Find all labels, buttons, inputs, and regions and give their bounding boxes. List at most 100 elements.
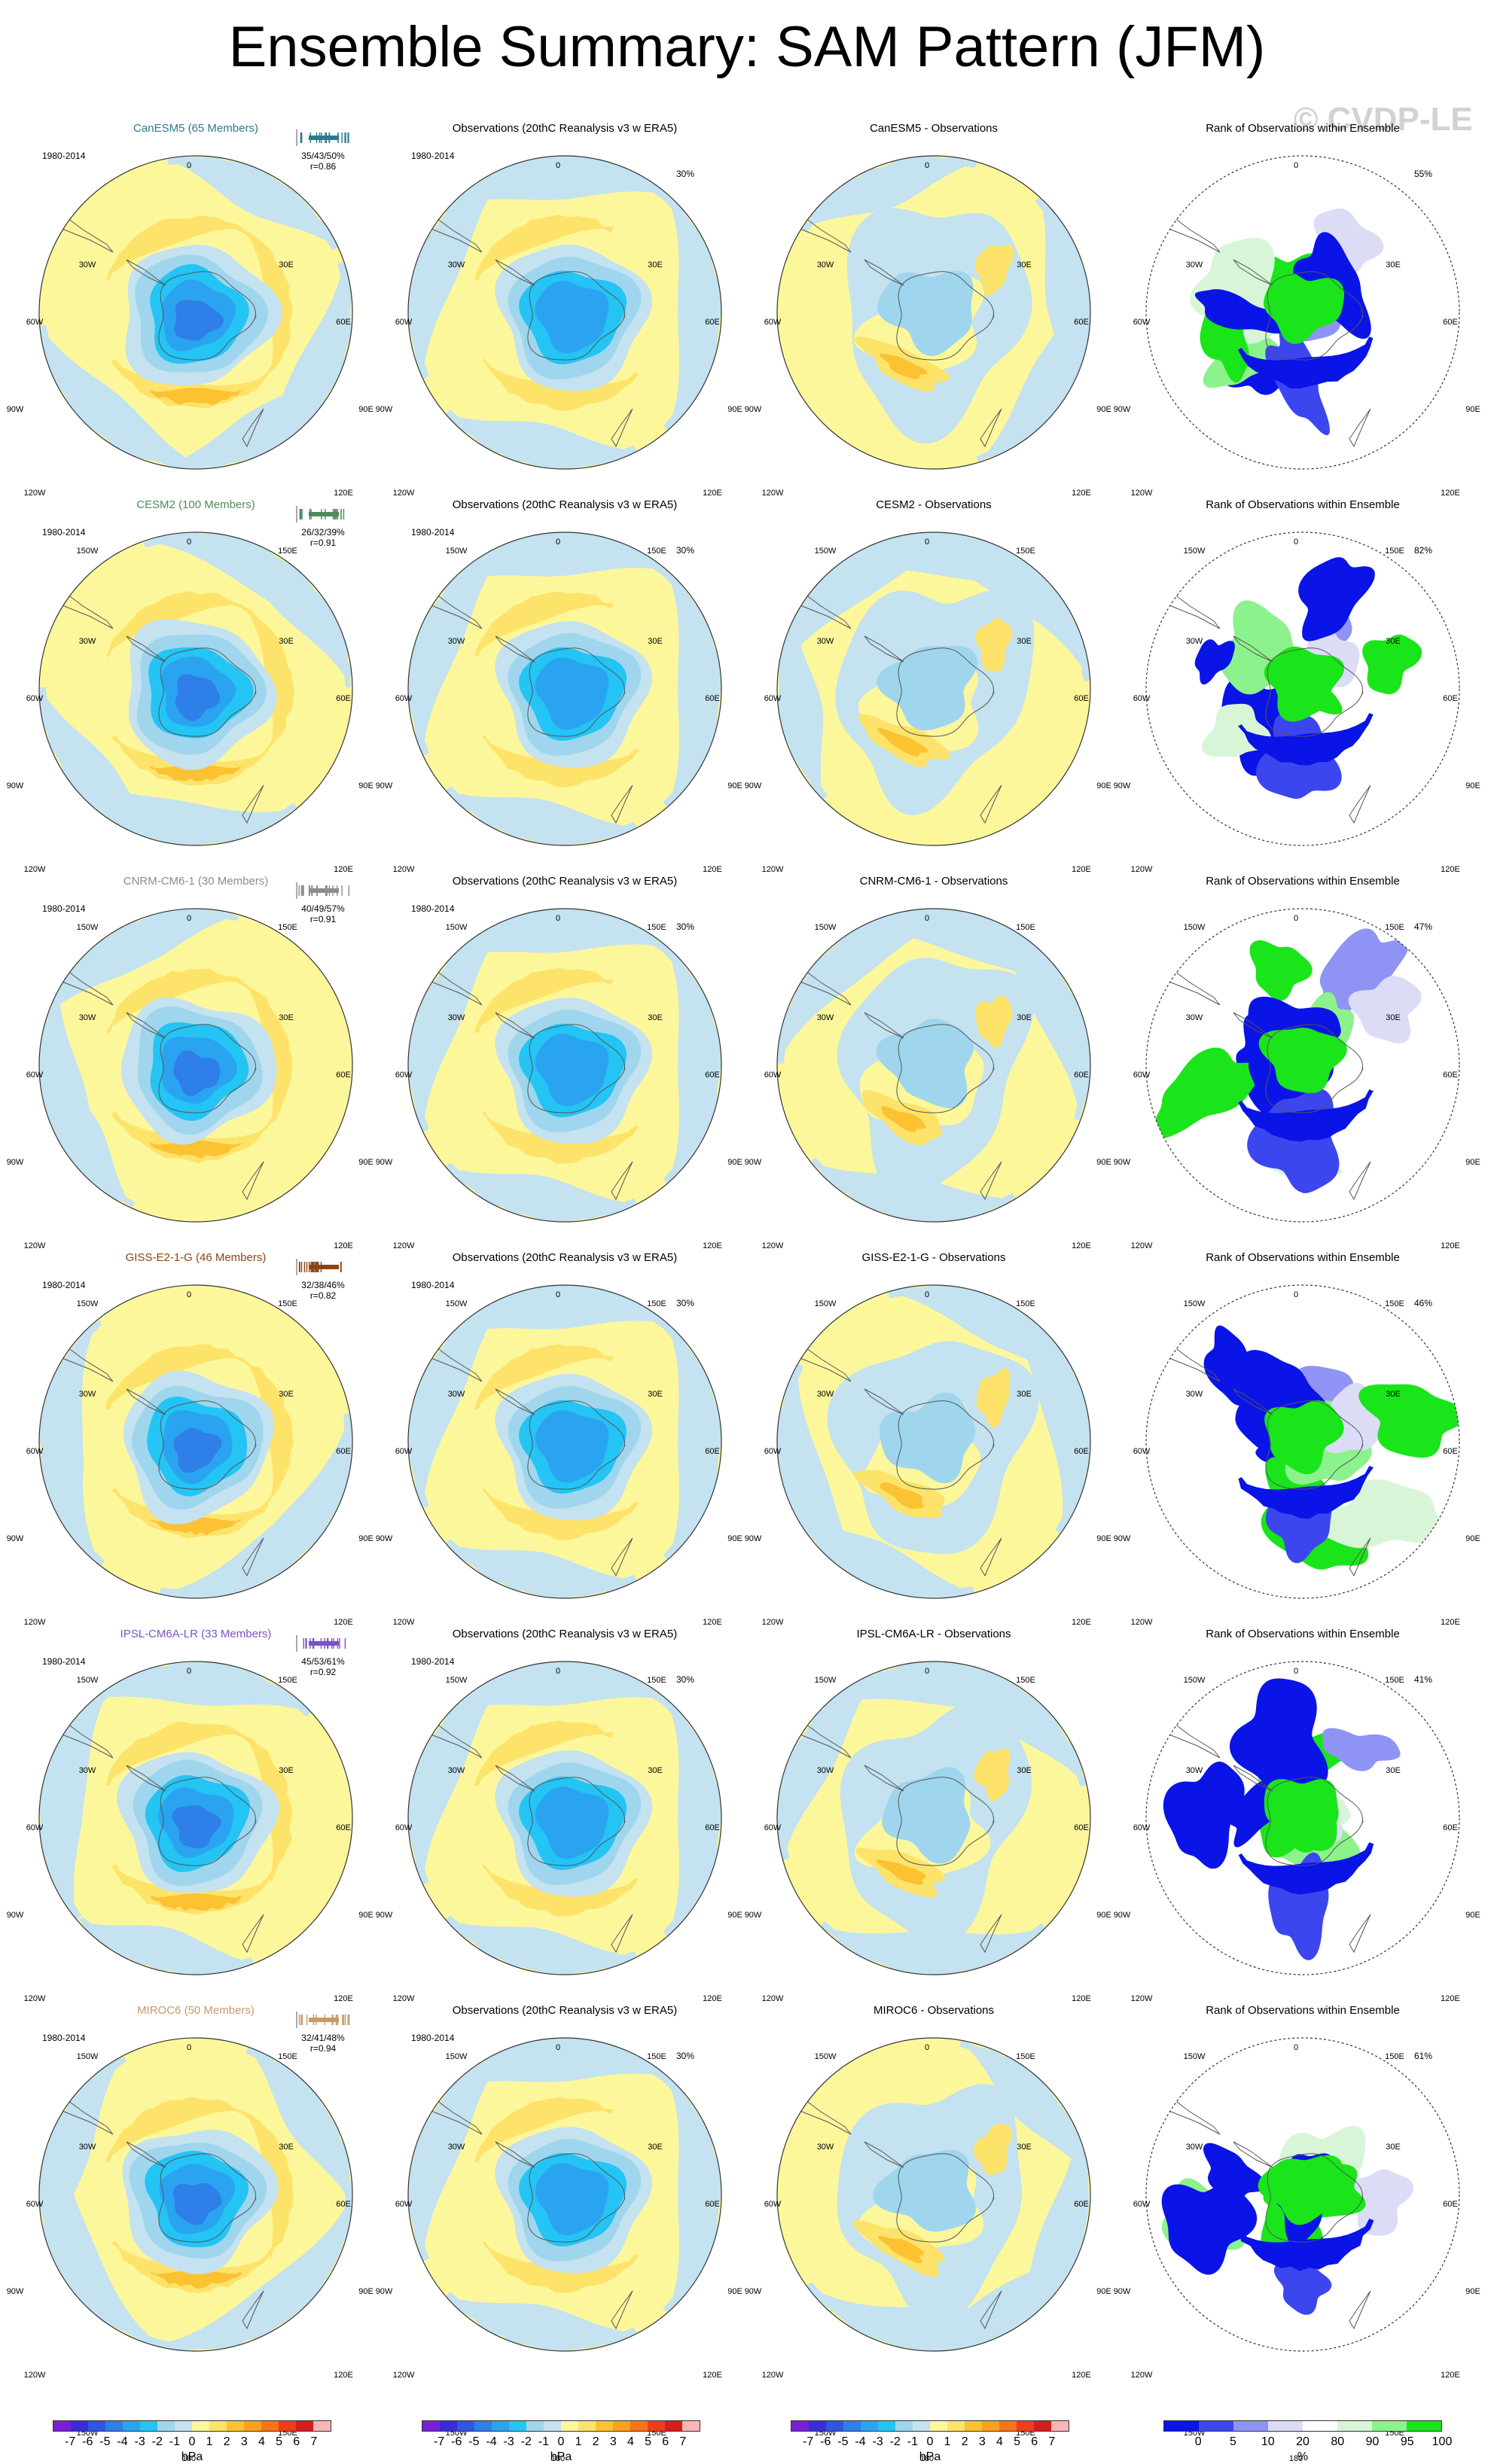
lon-label-w150: 150W xyxy=(76,547,99,556)
lon-label-e30: 30E xyxy=(1017,2143,1032,2152)
colorbar-swatch xyxy=(913,2421,930,2431)
colorbar-swatch xyxy=(682,2421,700,2431)
panel-title: Rank of Observations within Ensemble xyxy=(1206,1628,1400,1640)
lon-label-e90: 90E xyxy=(727,781,742,790)
map-border xyxy=(38,155,353,470)
lon-label-e30: 30E xyxy=(279,260,294,270)
lon-label-w120: 120W xyxy=(23,1994,46,2003)
lon-label-e90: 90E xyxy=(1096,1158,1111,1167)
colorbar-swatch xyxy=(965,2421,982,2431)
map-border xyxy=(1145,1661,1460,1975)
lon-label-e30: 30E xyxy=(1017,260,1032,270)
map-border xyxy=(407,908,722,1223)
lon-label-e30: 30E xyxy=(1386,637,1401,646)
lon-label-w90: 90W xyxy=(6,1158,24,1167)
lon-label-w60: 60W xyxy=(764,2200,782,2209)
ensemble-spread-marks xyxy=(296,1635,346,1652)
lon-label-w120: 120W xyxy=(392,1241,415,1250)
ensemble-spread-marks xyxy=(296,1259,342,1275)
colorbar-tick: 0 xyxy=(188,2435,196,2448)
lon-label-w60: 60W xyxy=(395,318,413,327)
panel-title: GISS-E2-1-G - Observations xyxy=(861,1251,1006,1264)
lon-label-w30: 30W xyxy=(78,637,96,646)
obs-panel: Observations (20thC Reanalysis v3 w ERA5… xyxy=(376,474,752,958)
lon-label-e150: 150E xyxy=(1016,2052,1035,2061)
colorbar-tick: 4 xyxy=(258,2435,265,2448)
lon-label-w150: 150W xyxy=(445,1676,468,1685)
colorbar-unit: hPa xyxy=(550,2450,572,2463)
lon-label-w30: 30W xyxy=(816,260,834,270)
panel-title: CESM2 - Observations xyxy=(876,498,992,511)
lon-label-w120: 120W xyxy=(23,1241,46,1250)
colorbar-swatch xyxy=(492,2421,509,2431)
lon-label-n: 0 xyxy=(924,161,930,170)
lon-label-w120: 120W xyxy=(23,489,46,498)
lon-label-n: 0 xyxy=(186,1667,192,1676)
obs-panel: Observations (20thC Reanalysis v3 w ERA5… xyxy=(375,851,752,1334)
lon-label-e30: 30E xyxy=(1386,1390,1401,1399)
colorbar-swatch xyxy=(209,2421,227,2431)
lon-label-n: 0 xyxy=(186,2043,192,2052)
colorbar-swatch xyxy=(561,2421,578,2431)
polar-map xyxy=(407,2037,722,2352)
colorbar-tick: 100 xyxy=(1431,2435,1453,2448)
colorbar-tick: -7 xyxy=(434,2435,445,2448)
lon-label-w120: 120W xyxy=(761,2371,784,2380)
colorbar-swatch xyxy=(123,2421,140,2431)
lon-label-e30: 30E xyxy=(1017,1013,1032,1022)
obs-panel: Observations (20thC Reanalysis v3 w ERA5… xyxy=(376,1227,752,1710)
lon-label-e90: 90E xyxy=(727,1534,742,1543)
lon-label-e120: 120E xyxy=(703,1994,722,2003)
lon-label-e30: 30E xyxy=(1386,1766,1401,1775)
lon-label-w120: 120W xyxy=(761,1618,784,1627)
lon-label-w90: 90W xyxy=(375,2287,393,2296)
lon-label-e120: 120E xyxy=(703,865,722,874)
lon-label-e30: 30E xyxy=(648,1013,663,1022)
map-border xyxy=(38,1661,353,1975)
lon-label-w90: 90W xyxy=(744,1158,762,1167)
colorbar-tick: -1 xyxy=(907,2435,918,2448)
lon-label-e90: 90E xyxy=(358,1911,374,1920)
polar-map xyxy=(1145,531,1460,846)
polar-map xyxy=(776,155,1091,470)
lon-label-w60: 60W xyxy=(1133,318,1151,327)
colorbar-tick: 0 xyxy=(557,2435,565,2448)
period-percent: 30% xyxy=(676,169,695,179)
lon-label-e60: 60E xyxy=(1443,318,1458,327)
map-border xyxy=(776,1284,1091,1599)
lon-label-w90: 90W xyxy=(6,781,24,790)
panel-title: IPSL-CM6A-LR (33 Members) xyxy=(120,1628,272,1640)
polar-map xyxy=(407,1284,722,1599)
lon-label-e60: 60E xyxy=(336,2200,351,2209)
colorbar-tick: 20 xyxy=(1296,2435,1310,2448)
lon-label-w30: 30W xyxy=(447,1766,465,1775)
lon-label-w90: 90W xyxy=(375,1158,393,1167)
lon-label-w150: 150W xyxy=(814,1676,837,1685)
lon-label-e60: 60E xyxy=(1074,694,1089,703)
lon-label-w30: 30W xyxy=(816,2143,834,2152)
lon-label-e120: 120E xyxy=(1441,2371,1460,2380)
lon-label-e90: 90E xyxy=(1096,405,1111,414)
period-label: 1980-2014 xyxy=(42,903,86,914)
colorbar-tick: 5 xyxy=(645,2435,652,2448)
colorbar-swatch xyxy=(1199,2421,1233,2431)
rank-percent: 61% xyxy=(1414,2051,1433,2061)
panel-title: Rank of Observations within Ensemble xyxy=(1206,122,1400,135)
lon-label-e150: 150E xyxy=(647,547,666,556)
colorbar-tick: -2 xyxy=(520,2435,532,2448)
lon-label-w120: 120W xyxy=(1130,1618,1153,1627)
colorbar-tick: -4 xyxy=(117,2435,128,2448)
colorbar-swatch xyxy=(843,2421,861,2431)
lon-label-w150: 150W xyxy=(445,547,468,556)
lon-label-w60: 60W xyxy=(764,318,782,327)
lon-label-e90: 90E xyxy=(1465,1158,1480,1167)
obs-panel: Observations (20thC Reanalysis v3 w ERA5… xyxy=(376,1604,752,2087)
lon-label-w150: 150W xyxy=(76,2052,99,2061)
colorbar-swatch xyxy=(596,2421,613,2431)
period-label: 1980-2014 xyxy=(411,1656,455,1667)
lon-label-e120: 120E xyxy=(334,1618,353,1627)
period-percent: 30% xyxy=(676,1298,695,1308)
lon-label-e120: 120E xyxy=(1072,865,1091,874)
lon-label-w60: 60W xyxy=(1133,1071,1151,1080)
lon-label-w30: 30W xyxy=(816,1766,834,1775)
